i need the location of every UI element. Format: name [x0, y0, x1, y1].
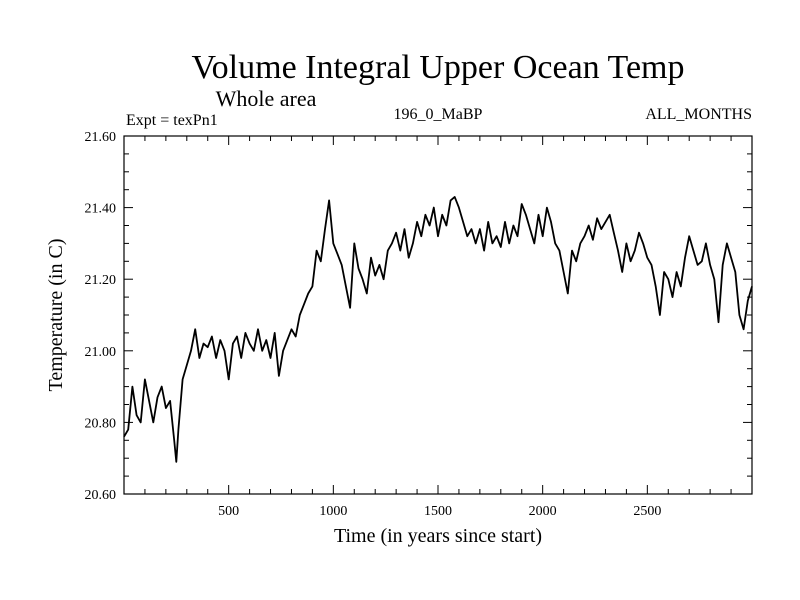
x-tick-label: 500: [218, 504, 239, 519]
x-tick-label: 1000: [319, 504, 347, 519]
months-label: ALL_MONTHS: [645, 106, 752, 123]
x-tick-label: 1500: [424, 504, 452, 519]
y-tick-label: 21.40: [85, 202, 117, 217]
y-tick-label: 20.60: [85, 488, 117, 503]
experiment-label: Expt = texPn1: [126, 112, 218, 129]
chart-title: Volume Integral Upper Ocean Temp: [192, 49, 685, 86]
axis-ticks: [124, 136, 752, 494]
y-tick-label: 21.00: [85, 345, 117, 360]
tick-labels: 500 1000 1500 2000 2500 20.60 20.80 21.00 21.20 2…: [85, 130, 662, 519]
y-tick-label: 21.60: [85, 130, 117, 145]
chart-subtitle: Whole area: [216, 86, 317, 111]
x-axis-label: Time (in years since start): [334, 525, 542, 547]
y-tick-label: 20.80: [85, 416, 117, 431]
temperature-series-line: [123, 196, 753, 463]
y-tick-label: 21.20: [85, 273, 117, 288]
plot-frame: [123, 135, 753, 495]
x-tick-label: 2000: [529, 504, 557, 519]
period-label: 196_0_MaBP: [394, 106, 483, 123]
x-tick-label: 2500: [633, 504, 661, 519]
y-axis-label: Temperature (in C): [45, 239, 67, 392]
